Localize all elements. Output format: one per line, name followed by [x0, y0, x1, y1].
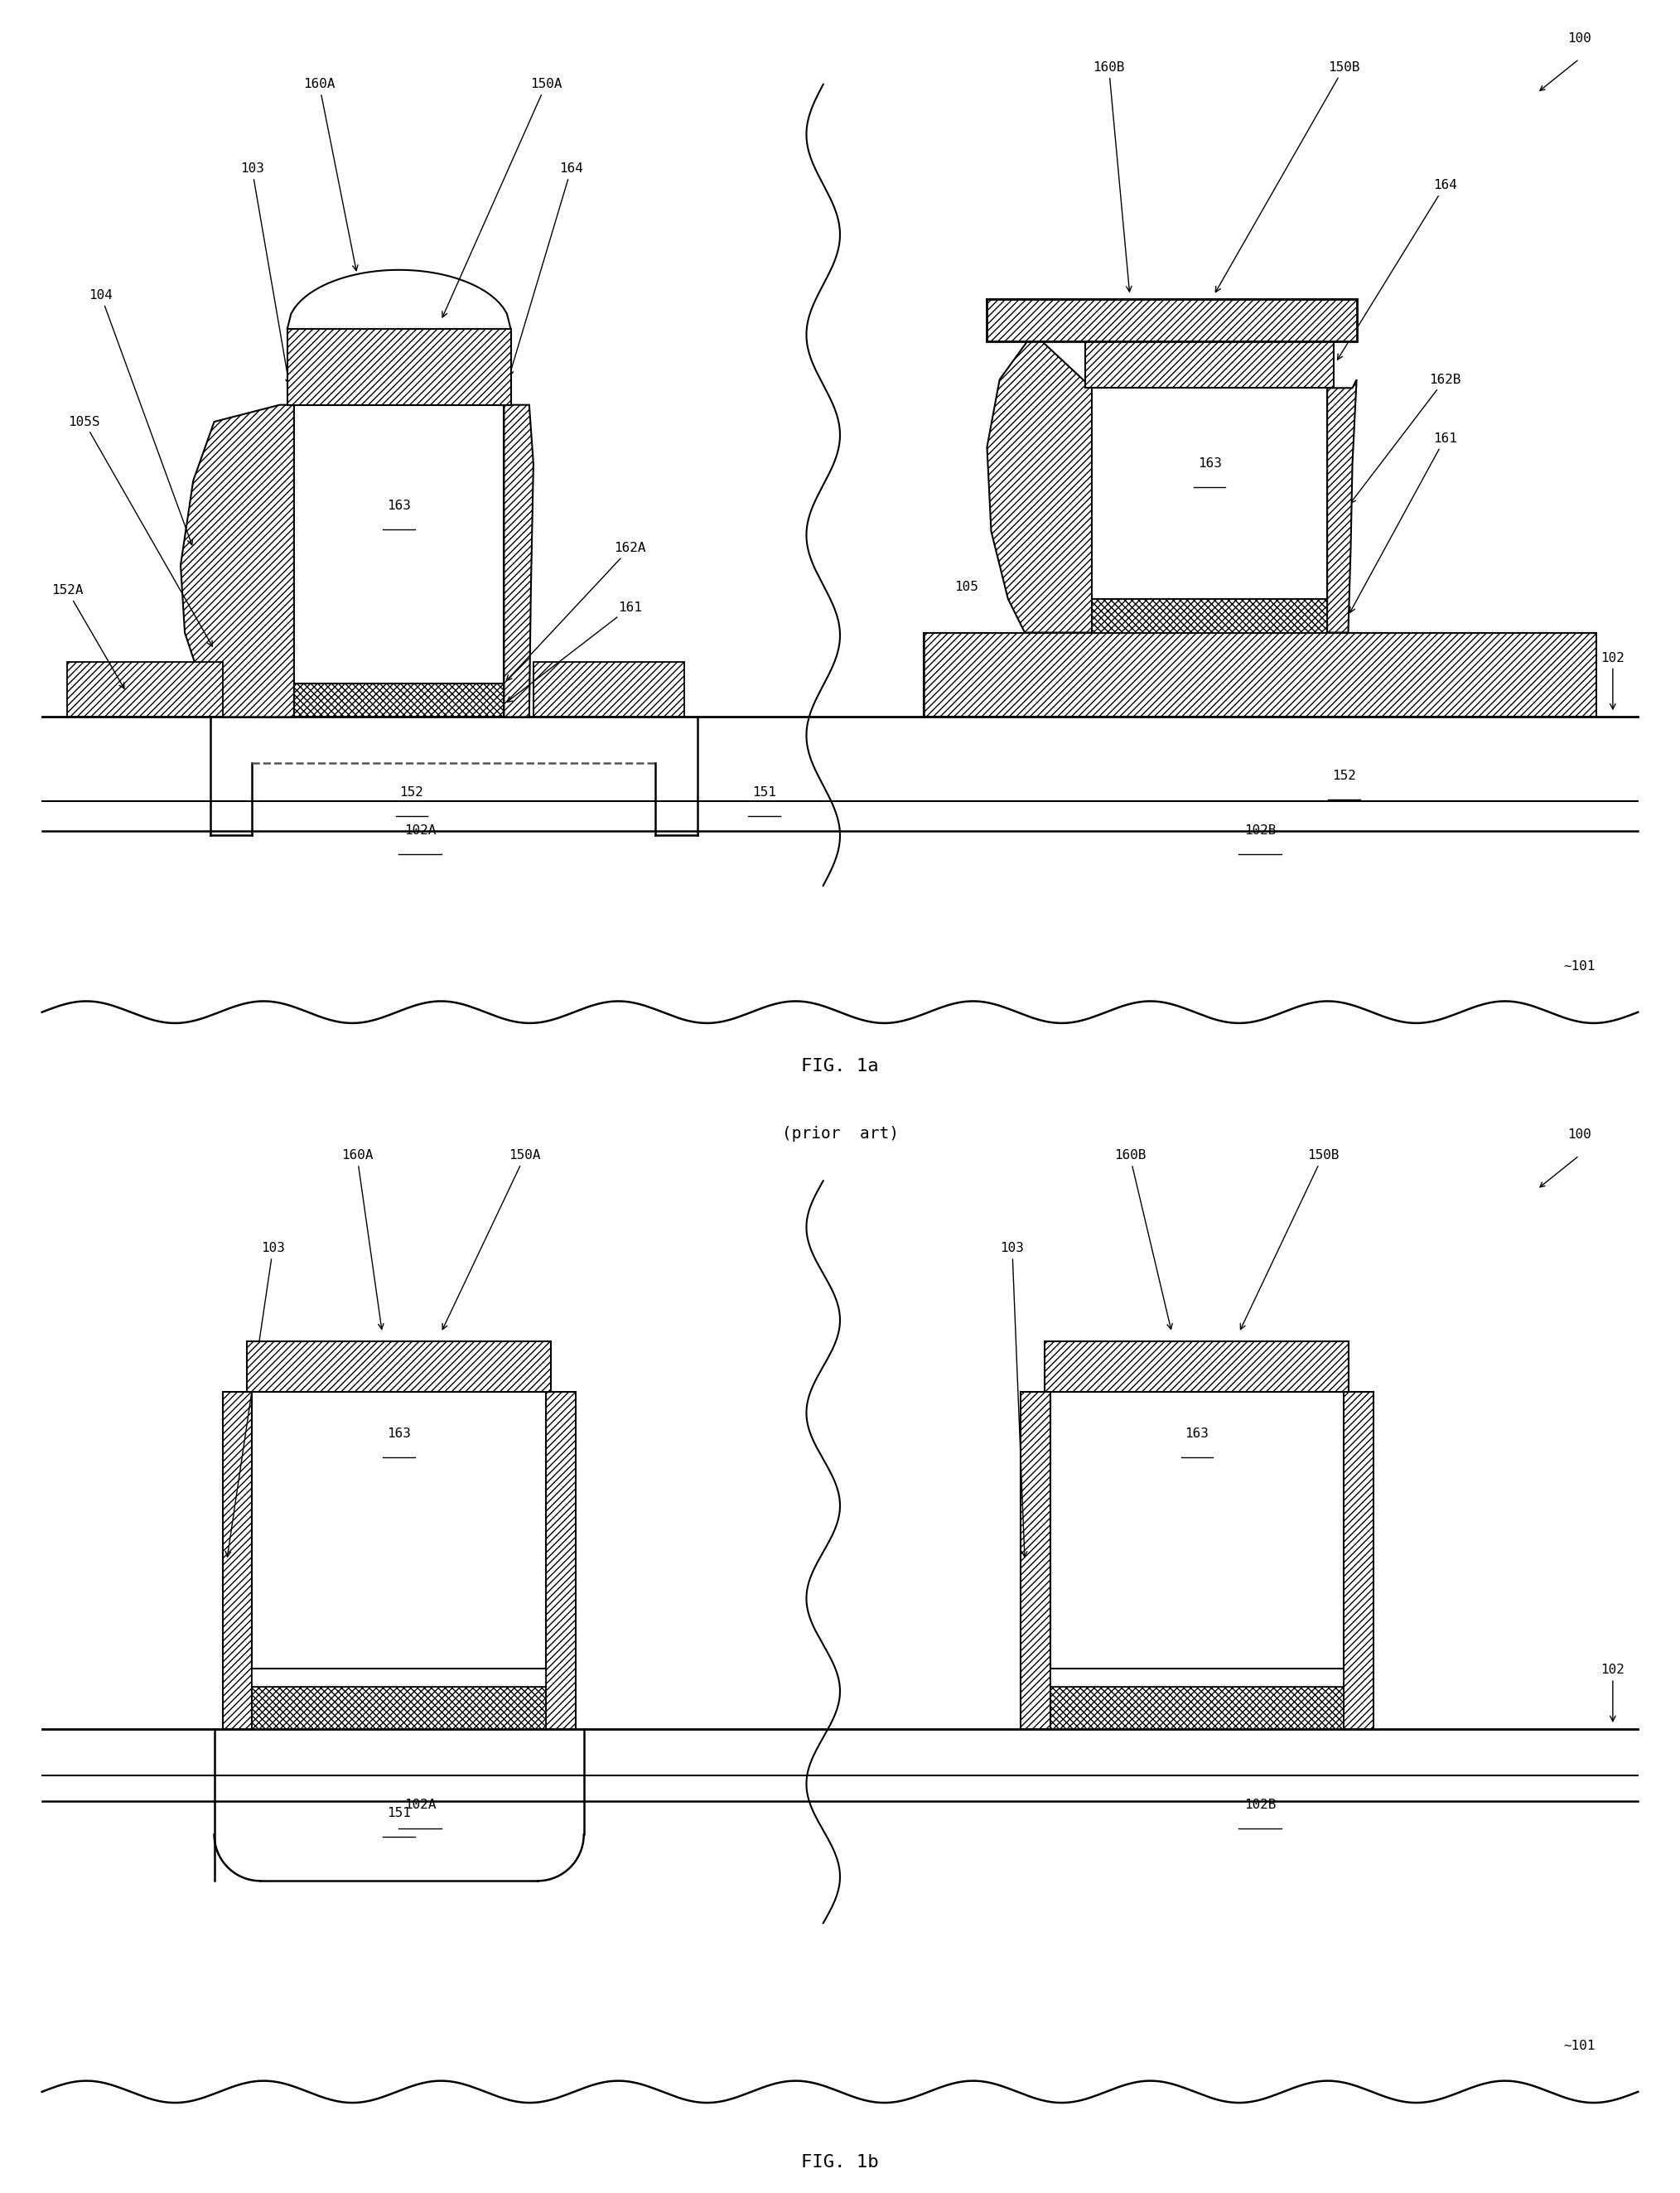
Text: 150A: 150A — [442, 1149, 541, 1329]
Bar — [1050, 1393, 1344, 1669]
Text: 162B: 162B — [1351, 373, 1460, 502]
Bar — [1092, 388, 1327, 599]
Text: 102B: 102B — [1245, 1798, 1275, 1811]
Bar — [294, 684, 504, 717]
Bar — [247, 1342, 551, 1393]
Bar — [1085, 342, 1334, 388]
Bar — [988, 300, 1357, 342]
Bar — [1092, 599, 1327, 632]
Text: 100: 100 — [1567, 1129, 1591, 1140]
Bar — [252, 1393, 546, 1669]
Text: 102A: 102A — [405, 825, 435, 838]
Bar — [1050, 1669, 1344, 1686]
Text: 163: 163 — [386, 1428, 412, 1441]
Text: 164: 164 — [1337, 180, 1457, 360]
Text: 102: 102 — [1601, 651, 1625, 708]
Text: 103: 103 — [225, 1241, 286, 1557]
Text: 152: 152 — [400, 787, 423, 798]
Text: 161: 161 — [507, 601, 642, 702]
Text: 102B: 102B — [1245, 825, 1275, 838]
Bar — [252, 1669, 546, 1686]
Text: 102A: 102A — [405, 1798, 435, 1811]
Text: 103: 103 — [240, 162, 291, 384]
Text: 163: 163 — [1198, 458, 1221, 469]
Text: 104: 104 — [89, 289, 193, 544]
Polygon shape — [181, 406, 294, 717]
Text: 105: 105 — [954, 581, 978, 592]
Text: 160A: 160A — [304, 79, 358, 270]
Text: 164: 164 — [509, 162, 583, 377]
Text: 100: 100 — [1567, 33, 1591, 44]
Text: 152A: 152A — [52, 583, 124, 689]
Polygon shape — [546, 1393, 575, 1728]
Text: ~101: ~101 — [1564, 2039, 1594, 2053]
Text: 103: 103 — [1000, 1241, 1026, 1557]
Bar — [1050, 1686, 1344, 1728]
Text: 163: 163 — [386, 500, 412, 513]
Text: 160B: 160B — [1094, 61, 1132, 292]
Bar — [534, 662, 685, 717]
Polygon shape — [988, 333, 1092, 632]
Polygon shape — [1021, 1393, 1050, 1728]
Text: 160B: 160B — [1114, 1149, 1173, 1329]
Polygon shape — [222, 1393, 252, 1728]
Text: 160A: 160A — [341, 1149, 383, 1329]
Bar — [67, 662, 223, 717]
Text: 162A: 162A — [506, 542, 645, 680]
Text: 102: 102 — [1601, 1664, 1625, 1722]
Text: 105S: 105S — [69, 414, 212, 647]
Text: ~101: ~101 — [1564, 961, 1594, 971]
Text: 163: 163 — [1184, 1428, 1210, 1441]
Text: 151: 151 — [386, 1807, 412, 1820]
Polygon shape — [504, 406, 534, 717]
Text: 150A: 150A — [442, 79, 561, 318]
Bar — [287, 329, 511, 406]
Text: 150B: 150B — [1240, 1149, 1339, 1329]
Text: 151: 151 — [753, 787, 776, 798]
Text: 161: 161 — [1351, 432, 1457, 612]
Text: FIG. 1a: FIG. 1a — [801, 1057, 879, 1075]
Text: 150B: 150B — [1216, 61, 1359, 292]
Bar — [1045, 1342, 1349, 1393]
Text: (prior  art): (prior art) — [781, 1127, 899, 1143]
Bar — [294, 406, 504, 684]
Bar — [924, 632, 1596, 717]
Polygon shape — [1344, 1393, 1374, 1728]
Text: 152: 152 — [1332, 770, 1356, 783]
Polygon shape — [1327, 379, 1357, 632]
Bar — [252, 1686, 546, 1728]
Text: FIG. 1b: FIG. 1b — [801, 2154, 879, 2171]
